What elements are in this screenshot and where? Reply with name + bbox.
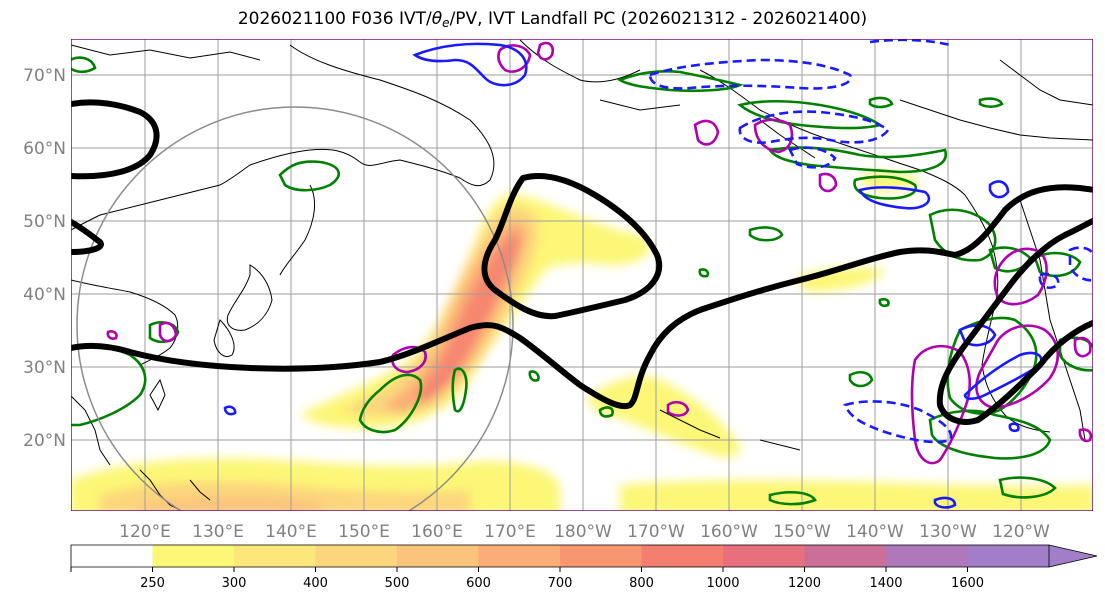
lat-label: 30°N	[23, 358, 66, 378]
lon-label: 160°W	[700, 522, 758, 542]
coastlines	[71, 39, 1093, 511]
lon-label: 150°E	[338, 522, 390, 542]
pv-contours	[106, 41, 1093, 465]
colorbar-tick-label: 500	[385, 576, 410, 591]
colorbar-segment	[478, 545, 561, 567]
lon-label: 140°E	[265, 522, 317, 542]
ivt-shading	[71, 172, 1093, 511]
colorbar-segment	[641, 545, 724, 567]
colorbar-tick-label: 1000	[706, 576, 739, 591]
lon-label: 170°E	[484, 522, 536, 542]
colorbar-extend-arrow	[1048, 544, 1098, 568]
lon-label: 180°W	[554, 522, 612, 542]
colorbar-segment	[560, 545, 642, 567]
lon-label: 170°W	[627, 522, 685, 542]
colorbar-tick-label: 1200	[788, 576, 821, 591]
ivt-colorbar: 250 300 400 500 600 700 800 1000 1200 1400 1600	[70, 544, 1098, 591]
title-theta: θ	[431, 9, 443, 29]
lon-label: 140°W	[846, 522, 904, 542]
lon-label: 130°W	[919, 522, 977, 542]
colorbar-segment	[315, 545, 398, 567]
colorbar-tick-label: 400	[303, 576, 328, 591]
title-prefix: 2026021100 F036 IVT/	[237, 9, 432, 29]
colorbar-tick-label: 700	[548, 576, 573, 591]
lat-label: 60°N	[23, 139, 66, 159]
lat-label: 70°N	[23, 66, 66, 86]
colorbar-segment	[723, 545, 805, 567]
colorbar-tick-label: 250	[140, 576, 165, 591]
longitude-labels: 120°E 130°E 140°E 150°E 160°E 170°E 180°…	[119, 522, 1050, 542]
colorbar-segment	[234, 545, 316, 567]
latitude-labels: 70°N 60°N 50°N 40°N 30°N 20°N	[23, 66, 66, 451]
blue-dashed-contours	[648, 39, 1093, 444]
lat-label: 20°N	[23, 431, 66, 451]
lon-label: 120°E	[119, 522, 171, 542]
map-area	[71, 39, 1093, 511]
colorbar-segment	[886, 545, 968, 567]
map-title: 2026021100 F036 IVT/θe/PV, IVT Landfall …	[0, 9, 1105, 30]
colorbar-segment	[71, 545, 153, 567]
bold-black-contours	[71, 99, 1093, 425]
landfall-range-circle	[76, 106, 514, 511]
lat-label: 50°N	[23, 212, 66, 232]
lon-label: 160°E	[411, 522, 463, 542]
colorbar-tick-label: 600	[466, 576, 491, 591]
colorbar-tick-label: 800	[629, 576, 654, 591]
colorbar-tick-label: 1600	[951, 576, 984, 591]
colorbar-segment	[397, 545, 479, 567]
title-suffix: /PV, IVT Landfall PC (2026021312 - 20260…	[449, 9, 868, 29]
colorbar-segment	[967, 545, 1050, 567]
graticule	[71, 39, 1093, 511]
lon-label: 130°E	[192, 522, 244, 542]
colorbar-segment	[152, 545, 235, 567]
colorbar-segment	[804, 545, 887, 567]
title-subscript: e	[442, 16, 450, 30]
lat-label: 40°N	[23, 285, 66, 305]
colorbar-tick-label: 300	[222, 576, 247, 591]
lon-label: 150°W	[773, 522, 831, 542]
colorbar-tick-label: 1400	[869, 576, 902, 591]
lon-label: 120°W	[992, 522, 1050, 542]
